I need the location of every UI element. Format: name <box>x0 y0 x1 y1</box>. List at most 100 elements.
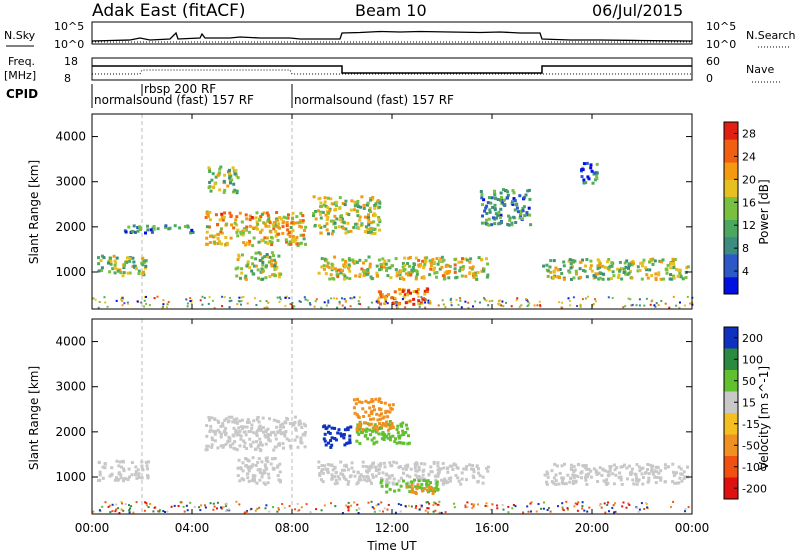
clutter-cell <box>579 305 582 308</box>
echo-cell <box>208 430 212 433</box>
clutter-cell <box>115 299 118 302</box>
echo-cell <box>286 232 290 236</box>
echo-cell <box>656 476 660 479</box>
echo-cell <box>144 259 148 263</box>
colorbar-swatch <box>724 230 738 238</box>
echo-cell <box>595 177 599 180</box>
echo-cell <box>257 240 261 244</box>
echo-cell <box>434 478 438 482</box>
clutter-cell <box>606 503 609 506</box>
clutter-cell <box>549 510 552 513</box>
clutter-cell <box>335 297 338 300</box>
echo-cell <box>140 464 144 468</box>
clutter-cell <box>386 508 389 511</box>
clutter-cell <box>144 501 147 504</box>
echo-cell <box>329 273 333 277</box>
echo-cell <box>235 191 239 195</box>
echo-cell <box>276 474 280 478</box>
clutter-cell <box>471 507 474 510</box>
echo-cell <box>405 272 408 276</box>
echo-cell <box>628 464 631 468</box>
echo-cell <box>644 471 648 474</box>
echo-cell <box>572 276 576 280</box>
echo-cell <box>671 257 675 261</box>
clutter-cell <box>132 511 135 514</box>
echo-cell <box>381 293 384 297</box>
echo-cell <box>418 476 422 480</box>
echo-cell <box>98 473 102 477</box>
echo-cell <box>357 400 361 404</box>
echo-cell <box>334 226 338 230</box>
clutter-cell <box>343 306 346 309</box>
echo-cell <box>368 423 372 427</box>
clutter-cell <box>529 502 532 505</box>
echo-cell <box>244 457 248 460</box>
clutter-cell <box>243 511 246 514</box>
echo-cell <box>240 267 244 271</box>
echo-cell <box>141 263 145 267</box>
clutter-cell <box>526 300 529 303</box>
clutter-cell <box>649 303 652 306</box>
echo-cell <box>97 460 101 464</box>
echo-cell <box>654 278 658 281</box>
echo-cell <box>417 299 421 303</box>
echo-cell <box>442 258 446 262</box>
echo-cell <box>659 476 663 480</box>
echo-cell <box>227 415 231 419</box>
clutter-cell <box>111 510 114 513</box>
echo-cell <box>272 227 276 231</box>
echo-cell <box>561 482 565 486</box>
echo-cell <box>595 473 599 476</box>
echo-cell <box>585 161 589 165</box>
echo-cell <box>325 222 329 226</box>
echo-cell <box>254 225 258 229</box>
echo-cell <box>256 268 260 272</box>
echo-cell <box>263 236 267 240</box>
echo-cell <box>428 259 432 263</box>
clutter-cell <box>427 507 430 510</box>
echo-cell <box>395 274 399 278</box>
clutter-cell <box>450 301 453 304</box>
echo-cell <box>107 259 111 263</box>
echo-cell <box>414 256 418 260</box>
echo-cell <box>514 221 518 224</box>
echo-cell <box>337 225 341 229</box>
echo-cell <box>122 469 126 473</box>
clutter-cell <box>382 510 384 513</box>
echo-cell <box>137 269 141 273</box>
echo-cell <box>402 471 405 475</box>
echo-cell <box>665 268 668 272</box>
noise-search-label: N.Search <box>746 29 796 42</box>
echo-cell <box>454 473 458 477</box>
echo-cell <box>263 433 267 437</box>
echo-cell <box>342 220 346 224</box>
echo-cell <box>291 235 295 238</box>
clutter-cell <box>207 302 210 305</box>
echo-cell <box>330 426 334 430</box>
echo-cell <box>228 168 231 172</box>
echo-cell <box>299 211 303 215</box>
echo-cell <box>384 424 388 428</box>
echo-cell <box>385 266 389 270</box>
echo-cell <box>242 478 246 482</box>
echo-cell <box>374 474 378 478</box>
echo-cell <box>258 437 262 441</box>
echo-cell <box>425 290 429 293</box>
echo-cell <box>613 468 617 472</box>
clutter-cell <box>645 297 648 300</box>
echo-cell <box>127 475 131 479</box>
echo-cell <box>259 428 263 432</box>
echo-cell <box>460 260 464 264</box>
echo-cell <box>579 260 583 264</box>
echo-cell <box>323 224 327 228</box>
echo-cell <box>333 426 337 430</box>
echo-cell <box>386 436 390 440</box>
date-title: 06/Jul/2015 <box>592 1 683 20</box>
clutter-cell <box>473 503 476 506</box>
echo-cell <box>395 427 399 431</box>
clutter-cell <box>630 304 633 307</box>
echo-cell <box>128 271 132 275</box>
echo-cell <box>589 264 593 268</box>
echo-cell <box>238 429 242 433</box>
